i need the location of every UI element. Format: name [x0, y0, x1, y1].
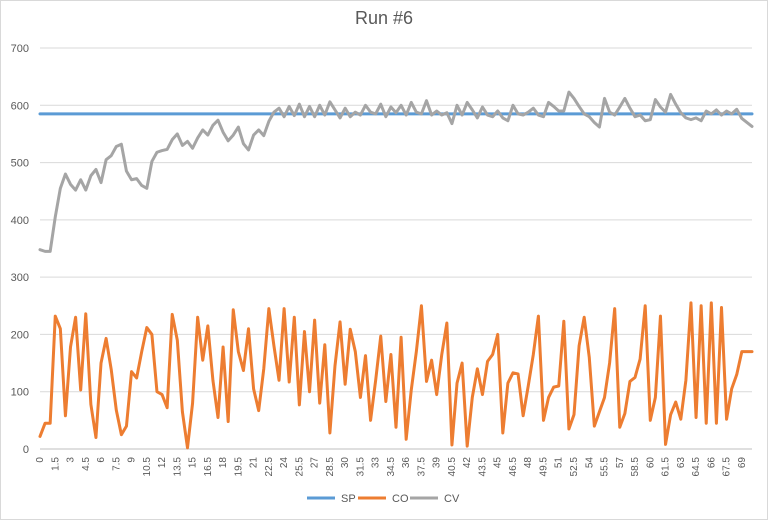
x-tick-label: 30 [340, 457, 351, 469]
legend-label-co: CO [392, 493, 409, 505]
x-tick-label: 22.5 [264, 457, 275, 477]
legend-label-sp: SP [341, 493, 356, 505]
series-line-co [38, 301, 754, 450]
legend: SP CO CV [307, 493, 460, 505]
x-tick-label: 36 [401, 457, 412, 469]
y-tick-label: 300 [11, 272, 29, 284]
x-tick-label: 19.5 [233, 457, 244, 477]
x-tick-label: 42 [462, 457, 473, 469]
x-tick-label: 1.5 [50, 457, 61, 471]
x-tick-label: 58.5 [630, 457, 641, 477]
y-tick-label: 700 [11, 43, 29, 55]
x-tick-label: 31.5 [355, 457, 366, 477]
x-tick-label: 12 [157, 457, 168, 469]
x-tick-label: 15 [188, 457, 199, 469]
x-tick-label: 49.5 [538, 457, 549, 477]
y-axis-ticks: 0 100 200 300 400 500 600 700 [11, 43, 29, 456]
x-tick-label: 48 [523, 457, 534, 469]
y-tick-label: 600 [11, 100, 29, 112]
x-tick-label: 67.5 [722, 457, 733, 477]
x-tick-label: 6 [96, 457, 107, 463]
legend-label-cv: CV [444, 493, 460, 505]
x-tick-label: 55.5 [600, 457, 611, 477]
x-tick-label: 7.5 [111, 457, 122, 471]
x-tick-label: 37.5 [416, 457, 427, 477]
x-tick-label: 16.5 [203, 457, 214, 477]
x-tick-label: 43.5 [477, 457, 488, 477]
x-tick-label: 18 [218, 457, 229, 469]
y-tick-label: 400 [11, 215, 29, 227]
series-lines [38, 90, 754, 450]
x-tick-label: 27 [310, 457, 321, 469]
x-tick-label: 13.5 [172, 457, 183, 477]
x-tick-label: 3 [66, 457, 77, 463]
x-axis-ticks: 0 1.5 3 4.5 6 7.5 9 10.5 12 13.5 15 16.5 18 19.5 21 22.… [35, 457, 748, 477]
x-tick-label: 24 [279, 457, 290, 469]
x-tick-label: 57 [615, 457, 626, 469]
x-tick-label: 52.5 [569, 457, 580, 477]
x-tick-label: 45 [493, 457, 504, 469]
y-tick-label: 200 [11, 329, 29, 341]
y-tick-label: 0 [23, 444, 29, 456]
x-tick-label: 9 [127, 457, 138, 463]
x-tick-label: 51 [554, 457, 565, 469]
x-tick-label: 0 [35, 457, 46, 463]
x-tick-label: 60 [645, 457, 656, 469]
chart-title: Run #6 [354, 8, 414, 28]
y-tick-label: 500 [11, 158, 29, 170]
x-tick-label: 25.5 [294, 457, 305, 477]
y-tick-label: 100 [11, 387, 29, 399]
x-tick-label: 28.5 [325, 457, 336, 477]
x-tick-label: 34.5 [386, 457, 397, 477]
x-tick-label: 66 [706, 457, 717, 469]
x-tick-label: 63 [676, 457, 687, 469]
x-tick-label: 69 [737, 457, 748, 469]
x-tick-label: 10.5 [142, 457, 153, 477]
x-tick-label: 39 [432, 457, 443, 469]
x-tick-label: 54 [584, 457, 595, 469]
x-tick-label: 46.5 [508, 457, 519, 477]
series-line-cv [38, 90, 754, 253]
x-tick-label: 33 [371, 457, 382, 469]
x-tick-label: 4.5 [81, 457, 92, 471]
x-tick-label: 21 [249, 457, 260, 469]
gridlines [40, 47, 752, 450]
x-tick-label: 40.5 [447, 457, 458, 477]
x-tick-label: 61.5 [661, 457, 672, 477]
x-tick-label: 64.5 [691, 457, 702, 477]
